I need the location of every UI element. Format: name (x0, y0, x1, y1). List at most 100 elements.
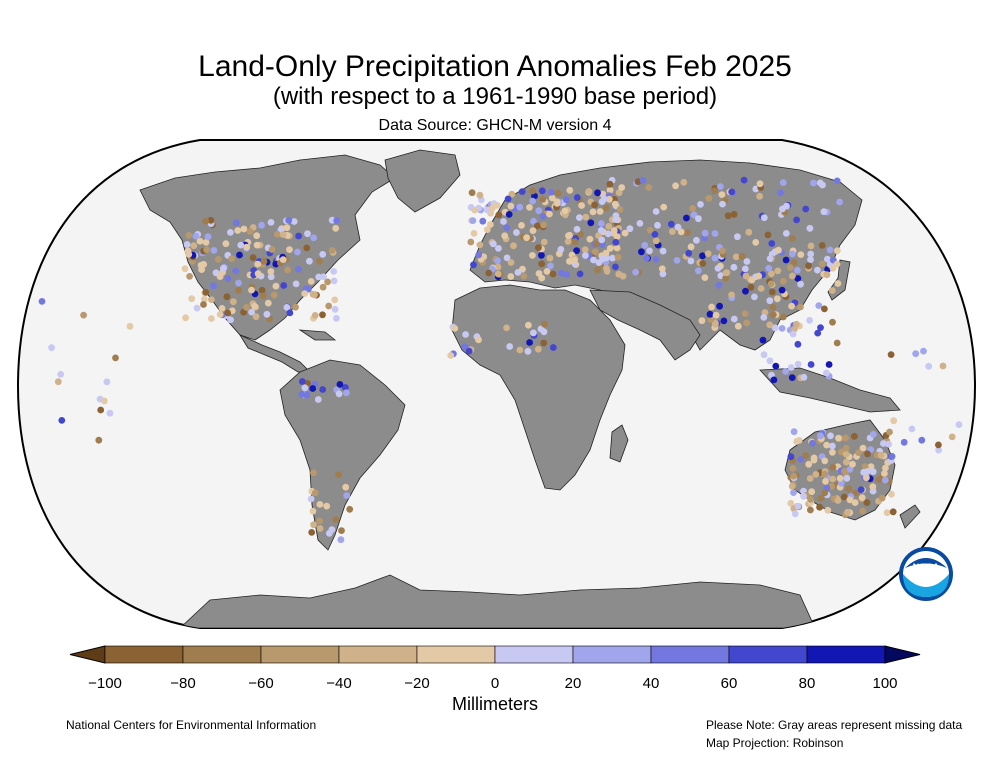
station-marker (823, 271, 831, 279)
station-marker (576, 270, 584, 278)
station-marker (812, 471, 820, 478)
station-marker (468, 189, 476, 197)
station-marker (606, 180, 614, 188)
station-marker (716, 302, 723, 310)
station-marker (534, 222, 541, 230)
station-marker (748, 276, 756, 284)
station-marker (712, 311, 720, 319)
station-marker (573, 194, 581, 201)
station-marker (540, 339, 548, 347)
station-marker (612, 263, 619, 271)
station-marker (626, 225, 634, 233)
station-marker (912, 350, 920, 358)
station-marker (734, 322, 742, 330)
station-marker (600, 195, 608, 203)
station-marker (585, 188, 593, 195)
station-marker (538, 260, 546, 268)
station-marker (690, 211, 698, 219)
station-marker (591, 201, 598, 209)
station-marker (192, 232, 200, 240)
station-marker (612, 216, 620, 224)
station-marker (554, 189, 562, 197)
station-marker (639, 176, 647, 184)
station-marker (548, 188, 555, 196)
station-marker (708, 303, 715, 311)
station-marker (598, 220, 605, 227)
station-marker (651, 231, 659, 238)
station-marker (476, 241, 484, 249)
station-marker (461, 343, 469, 351)
station-marker (342, 384, 349, 391)
landmass-south-america (279, 359, 406, 551)
station-marker (587, 219, 595, 227)
station-marker (447, 352, 455, 359)
station-marker (320, 273, 327, 281)
station-marker (747, 283, 755, 291)
station-marker (829, 265, 837, 272)
station-marker (740, 176, 748, 184)
station-marker (797, 280, 804, 288)
station-marker (193, 304, 201, 312)
station-marker (303, 391, 311, 399)
station-marker (224, 309, 232, 317)
station-marker (814, 329, 822, 337)
station-marker (779, 205, 786, 213)
station-marker (707, 316, 715, 323)
station-marker (770, 376, 778, 384)
station-marker (210, 282, 217, 290)
station-marker (787, 453, 795, 461)
station-marker (829, 442, 836, 450)
station-marker (652, 256, 660, 263)
station-marker (775, 246, 782, 254)
station-marker (764, 231, 772, 239)
station-marker (283, 304, 291, 311)
station-marker (807, 361, 815, 368)
station-marker (806, 316, 813, 324)
station-marker (768, 240, 776, 247)
station-marker (756, 192, 763, 200)
station-marker (186, 273, 194, 280)
station-marker (576, 214, 583, 222)
station-marker (586, 235, 594, 243)
station-marker (705, 194, 713, 202)
station-marker (842, 458, 850, 466)
station-marker (106, 409, 114, 417)
station-marker (529, 252, 536, 259)
station-marker (613, 244, 621, 252)
station-marker (772, 362, 780, 370)
station-marker (955, 421, 963, 428)
station-marker (889, 508, 897, 516)
station-marker (751, 293, 758, 301)
station-marker (793, 266, 801, 274)
station-marker (306, 257, 313, 265)
station-marker (794, 340, 802, 348)
station-marker (788, 250, 796, 258)
station-marker (103, 378, 111, 386)
station-marker (538, 251, 545, 259)
station-marker (833, 260, 841, 268)
station-marker (768, 270, 775, 278)
station-marker (307, 278, 315, 285)
station-marker (773, 295, 781, 303)
station-marker (767, 280, 775, 288)
station-marker (685, 249, 693, 257)
station-marker (284, 266, 291, 274)
station-marker (330, 277, 338, 285)
station-marker (646, 247, 653, 255)
station-marker (814, 266, 821, 274)
station-marker (182, 314, 190, 322)
station-marker (505, 211, 513, 218)
station-marker (506, 343, 514, 350)
station-marker (718, 191, 726, 199)
station-marker (254, 270, 262, 277)
station-marker (606, 195, 613, 203)
station-marker (860, 468, 868, 476)
station-marker (267, 273, 275, 281)
colorbar-tick-label: −100 (88, 675, 122, 692)
station-marker (807, 496, 814, 503)
station-marker (771, 324, 779, 332)
station-marker (592, 240, 600, 248)
station-marker (540, 221, 547, 229)
station-marker (508, 190, 516, 198)
station-marker (500, 218, 507, 225)
